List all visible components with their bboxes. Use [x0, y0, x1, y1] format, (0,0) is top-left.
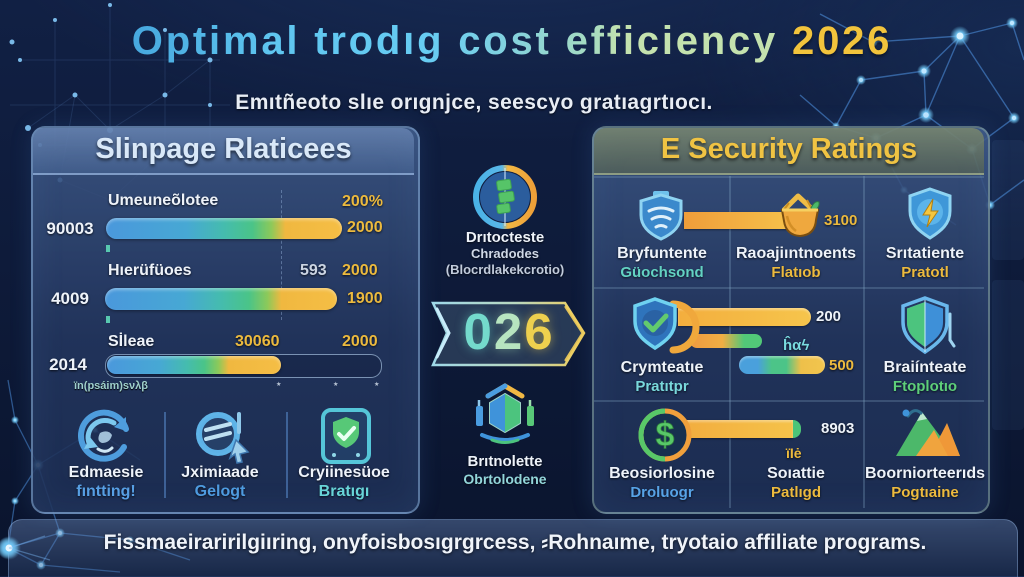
svg-text:$: $	[656, 416, 675, 454]
